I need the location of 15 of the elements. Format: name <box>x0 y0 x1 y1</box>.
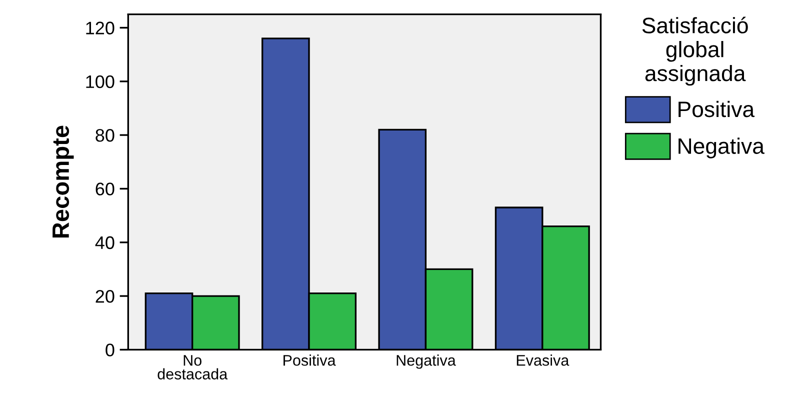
y-tick-label: 100 <box>86 75 114 88</box>
x-tick-label: Negativa <box>396 354 456 369</box>
legend-label: Positiva <box>678 100 755 118</box>
x-tick-label: Positiva <box>284 354 336 366</box>
y-tick-label: 120 <box>86 22 114 34</box>
y-tick-label: 40 <box>95 236 114 250</box>
legend-title: Satisfacció global assignada <box>642 16 748 86</box>
y-tick-label: 0 <box>106 344 114 356</box>
y-tick-label: 20 <box>96 290 114 303</box>
legend-label: Negativa <box>678 138 764 158</box>
y-tick-label: 60 <box>96 182 114 196</box>
x-tick-label: Evasiva <box>516 354 570 366</box>
x-tick-label: No destacada <box>158 355 228 380</box>
y-axis-title: Recompte <box>52 126 74 238</box>
y-tick-label: 80 <box>96 128 114 142</box>
